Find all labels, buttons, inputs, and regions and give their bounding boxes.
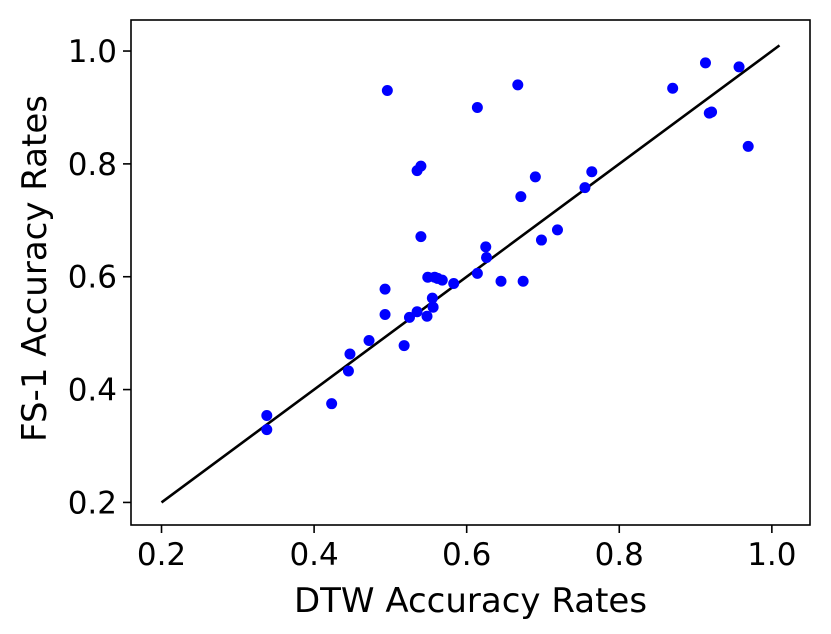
scatter-point (471, 267, 483, 279)
scatter-point (426, 292, 438, 304)
scatter-point (342, 365, 354, 377)
scatter-point (448, 278, 460, 290)
scatter-point (742, 140, 754, 152)
scatter-point (551, 224, 563, 236)
y-tick-label: 0.4 (68, 373, 117, 409)
scatter-point (344, 348, 356, 360)
y-tick-label: 0.8 (68, 147, 117, 183)
scatter-point (480, 241, 492, 253)
scatter-point (586, 166, 598, 178)
scatter-point (699, 57, 711, 69)
scatter-point (379, 309, 391, 321)
y-tick-label: 0.2 (68, 485, 117, 521)
scatter-point (415, 231, 427, 243)
scatter-point (261, 424, 273, 436)
scatter-point (326, 398, 338, 410)
scatter-point (363, 334, 375, 346)
x-tick-label: 0.2 (137, 537, 186, 573)
y-axis-title: FS-1 Accuracy Rates (15, 95, 55, 442)
scatter-point (535, 234, 547, 246)
scatter-point (706, 106, 718, 118)
plot-area-frame (130, 19, 811, 526)
scatter-point (411, 306, 423, 318)
scatter-point (421, 310, 433, 322)
y-tick-label: 0.6 (68, 260, 117, 296)
axis-ticks: 0.2 0.4 0.6 0.8 1.0 0.2 0.4 0.6 0.8 1.0 (68, 34, 797, 573)
scatter-point (733, 61, 745, 73)
plot-marks (160, 44, 781, 504)
scatter-point (667, 82, 679, 94)
scatter-point (471, 101, 483, 113)
scatter-point (515, 191, 527, 203)
x-tick-label: 0.4 (289, 537, 338, 573)
scatter-point (517, 275, 529, 287)
scatter-point (379, 283, 391, 295)
scatter-point (512, 79, 524, 91)
scatter-point (529, 171, 541, 183)
x-tick-label: 1.0 (747, 537, 796, 573)
scatter-point (427, 301, 439, 313)
scatter-point (495, 275, 507, 287)
scatter-point (579, 182, 591, 194)
scatter-point (261, 410, 273, 422)
scatter-point (381, 85, 393, 97)
x-tick-label: 0.8 (595, 537, 644, 573)
y-tick-label: 1.0 (68, 34, 117, 70)
x-axis-title: DTW Accuracy Rates (294, 581, 647, 621)
scatter-point (481, 252, 493, 264)
scatter-point (415, 160, 427, 172)
scatter-point (403, 311, 415, 323)
scatter-point (436, 274, 448, 286)
reference-line (160, 44, 781, 504)
x-tick-label: 0.6 (442, 537, 491, 573)
scatter-point (398, 340, 410, 352)
